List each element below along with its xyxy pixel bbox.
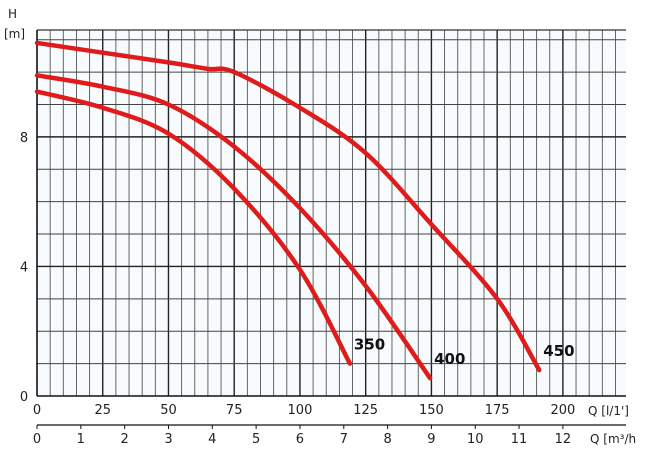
curve-450 [34, 40, 542, 373]
x2-tick-label: 0 [33, 432, 41, 447]
plot-background [37, 30, 626, 396]
x-tick-label: 175 [485, 403, 510, 418]
curve-350 [34, 89, 353, 366]
x-tick-label: 25 [94, 403, 111, 418]
curves: 350 400 450 [34, 40, 575, 381]
x-tick-label: 0 [33, 403, 41, 418]
x2-tick-label: 6 [296, 432, 304, 447]
x2-tick-label: 3 [164, 432, 172, 447]
x2-tick-label: 1 [77, 432, 85, 447]
curve-400 [34, 73, 433, 381]
y-axis-label: H [8, 7, 17, 21]
x2-tick-label: 5 [252, 432, 260, 447]
x2-tick-label: 2 [121, 432, 129, 447]
y-tick-label: 0 [20, 390, 28, 405]
x-tick-label: 50 [160, 403, 177, 418]
y-axis-unit: [m] [4, 27, 25, 41]
x2-tick-label: 4 [208, 432, 216, 447]
y-tick-label: 4 [20, 260, 28, 275]
x2-tick-label: 12 [555, 432, 572, 447]
x2-tick-label: 7 [340, 432, 348, 447]
x-axis-label-m3h: Q [m³/h [590, 432, 636, 446]
x2-tick-label: 11 [511, 432, 528, 447]
curve-label-350: 350 [354, 336, 385, 354]
x-tick-label: 100 [288, 403, 313, 418]
y-tick-label: 8 [20, 131, 28, 146]
curve-label-400: 400 [434, 350, 465, 368]
x-tick-label: 150 [419, 403, 444, 418]
x-tick-label: 200 [550, 403, 575, 418]
grid [37, 29, 626, 396]
x2-tick-label: 8 [383, 432, 391, 447]
x-tick-label: 125 [353, 403, 378, 418]
curve-label-450: 450 [543, 342, 574, 360]
x2-tick-label: 10 [467, 432, 484, 447]
x2-tick-label: 9 [427, 432, 435, 447]
x-tick-label: 75 [226, 403, 243, 418]
x-axis-label-lmin: Q [l/1'] [588, 404, 629, 418]
